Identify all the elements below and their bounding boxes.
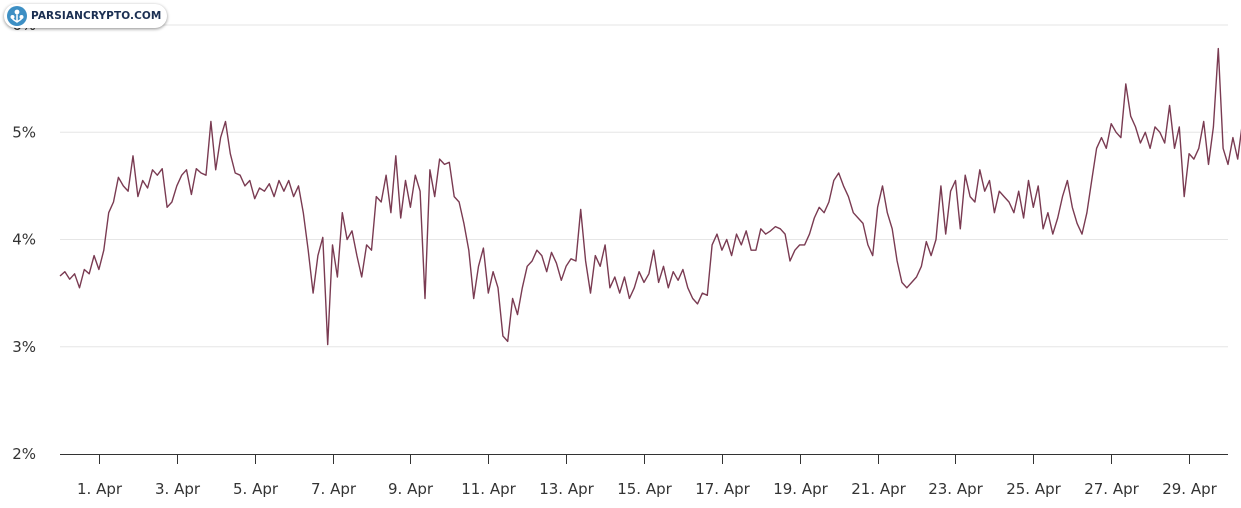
parsiancrypto-logo-icon [7,6,27,26]
x-tick-label: 9. Apr [388,480,434,498]
gridlines [60,24,1228,348]
x-tick-label: 21. Apr [851,480,906,498]
y-tick-label: 2% [12,445,36,463]
y-axis-labels: 2%3%4%5%6% [12,16,36,463]
y-tick-label: 5% [12,123,36,141]
x-tick-label: 5. Apr [233,480,279,498]
y-tick-label: 3% [12,338,36,356]
x-tick-label: 27. Apr [1084,480,1139,498]
x-tick-label: 7. Apr [311,480,357,498]
x-tick-label: 1. Apr [77,480,123,498]
watermark-text: PARSIANCRYPTO.COM [31,10,162,22]
x-tick-label: 23. Apr [928,480,983,498]
x-tick-label: 11. Apr [461,480,516,498]
x-axis-labels: 1. Apr 3. Apr 5. Apr 7. Apr 9. Apr 11. Apr 13.… [77,480,1218,498]
x-tick-label: 29. Apr [1162,480,1217,498]
y-tick-label: 4% [12,231,36,249]
x-tick-label: 3. Apr [155,480,201,498]
series-line[interactable] [59,47,1241,346]
x-tick-label: 15. Apr [617,480,672,498]
x-tick-label: 17. Apr [695,480,750,498]
x-tick-label: 19. Apr [773,480,828,498]
x-tick-label: 13. Apr [539,480,594,498]
watermark-badge: PARSIANCRYPTO.COM [4,4,168,28]
x-axis-ticks [99,454,1190,464]
x-tick-label: 25. Apr [1006,480,1061,498]
